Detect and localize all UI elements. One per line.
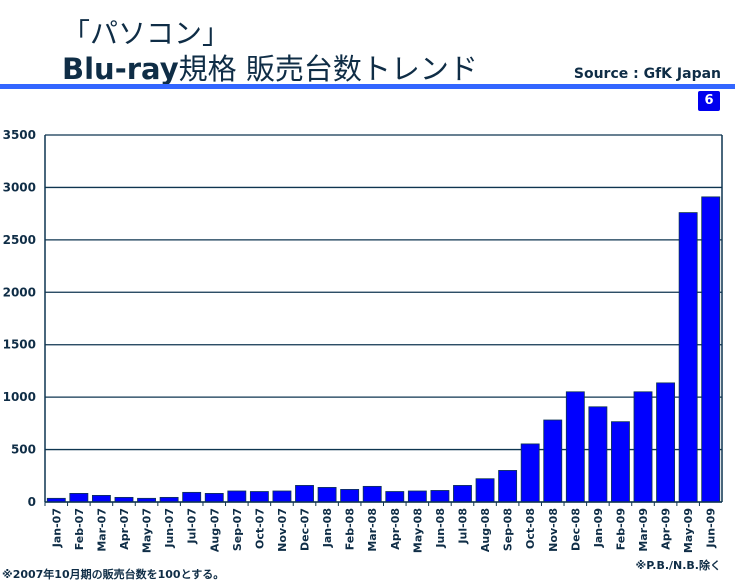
- x-tick-label: Jun-07: [163, 508, 176, 549]
- bar-May-09: [678, 212, 698, 503]
- x-tick-label: Jan-07: [50, 508, 63, 548]
- x-tick-label: Jul-07: [186, 508, 199, 545]
- x-tick-label: Oct-08: [524, 508, 537, 549]
- footnote-right: ※P.B./N.B.除く: [635, 559, 721, 572]
- bar-Nov-07: [272, 490, 292, 503]
- x-tick-label: May-07: [141, 508, 154, 553]
- x-tick-label: Aug-07: [208, 508, 221, 552]
- x-tick-label: May-08: [411, 508, 424, 553]
- title-line-2: Blu-ray規格 販売台数トレンド: [62, 46, 478, 88]
- bar-Feb-07: [69, 493, 89, 503]
- bar-Feb-09: [611, 421, 630, 503]
- x-tick-label: Oct-07: [253, 508, 266, 549]
- x-tick-label: Mar-08: [366, 508, 379, 552]
- bar-Jul-08: [453, 485, 472, 503]
- bar-Mar-08: [362, 485, 382, 503]
- y-tick-label: 2500: [3, 233, 36, 247]
- x-tick-label: Feb-08: [344, 508, 357, 550]
- bar-Jul-07: [182, 491, 202, 503]
- bar-Aug-07: [204, 493, 224, 503]
- bar-Nov-08: [543, 419, 563, 503]
- x-tick-label: Jun-09: [705, 508, 718, 549]
- x-tick-label: Apr-09: [660, 508, 673, 550]
- x-tick-label: Jul-08: [456, 508, 469, 545]
- x-tick-label: Apr-08: [389, 508, 402, 550]
- bar-Jun-08: [430, 490, 450, 503]
- x-tick-label: Jan-08: [321, 508, 334, 548]
- bar-Apr-09: [656, 382, 676, 503]
- x-tick-label: Dec-07: [299, 508, 312, 551]
- x-tick-label: Mar-07: [95, 508, 108, 552]
- x-tick-label: Nov-08: [547, 508, 560, 552]
- bar-Oct-07: [249, 491, 269, 503]
- bar-Dec-07: [295, 485, 314, 503]
- bar-Feb-08: [340, 489, 360, 503]
- x-tick-label: Feb-07: [73, 508, 86, 550]
- bar-Sep-07: [227, 490, 247, 503]
- x-tick-label: Jun-08: [434, 508, 447, 549]
- bar-Jun-09: [701, 196, 721, 503]
- x-tick-label: Mar-09: [637, 508, 650, 552]
- y-tick-label: 0: [28, 495, 36, 509]
- title-rest: 規格 販売台数トレンド: [178, 52, 478, 86]
- bar-Jan-08: [317, 487, 337, 503]
- bar-Jan-09: [588, 406, 608, 503]
- bar-Mar-09: [633, 391, 653, 503]
- x-tick-label: Apr-07: [118, 508, 131, 550]
- y-tick-label: 3000: [3, 180, 36, 194]
- x-tick-label: Nov-07: [276, 508, 289, 552]
- x-tick-label: Sep-08: [502, 508, 515, 551]
- bar-Dec-08: [565, 391, 585, 503]
- y-tick-label: 500: [11, 443, 36, 457]
- y-tick-label: 3500: [3, 128, 36, 142]
- bar-Mar-07: [91, 494, 111, 503]
- bar-Aug-08: [475, 478, 495, 503]
- bar-Apr-08: [385, 491, 405, 503]
- header-rule: [0, 84, 735, 89]
- page-number-badge: 6: [698, 91, 720, 111]
- bar-Oct-08: [520, 443, 540, 503]
- x-tick-label: Jan-09: [592, 508, 605, 548]
- footnote-left: ※2007年10月期の販売台数を100とする。: [2, 568, 225, 581]
- bar-May-08: [407, 490, 427, 503]
- x-tick-label: Dec-08: [569, 508, 582, 551]
- x-tick-label: May-09: [682, 508, 695, 553]
- y-tick-label: 2000: [3, 285, 36, 299]
- title-line-1: 「パソコン」: [62, 17, 231, 50]
- source-label: Source : GfK Japan: [573, 66, 721, 82]
- x-tick-label: Feb-09: [614, 508, 627, 550]
- y-tick-label: 1000: [3, 390, 36, 404]
- x-tick-label: Sep-07: [231, 508, 244, 551]
- y-tick-label: 1500: [3, 338, 36, 352]
- x-tick-label: Aug-08: [479, 508, 492, 552]
- title-bluray: Blu-ray: [62, 52, 179, 86]
- bar-Sep-08: [498, 470, 518, 503]
